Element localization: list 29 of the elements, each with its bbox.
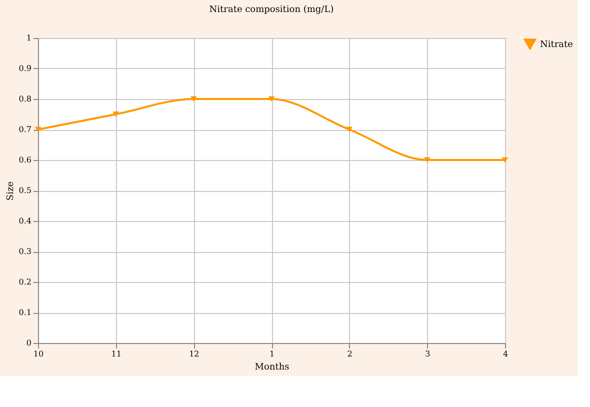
point (112, 112, 119, 117)
y-tick-label: 0.9 (18, 64, 32, 73)
x-tick-label: 2 (347, 350, 352, 358)
y-tick-label: 0.3 (18, 247, 32, 256)
y-tick-label: 0.5 (18, 186, 32, 195)
y-tick-label: 0.2 (18, 278, 32, 286)
x-tick-label: 12 (189, 350, 200, 358)
x-tick-label: 4 (502, 350, 508, 358)
y-tick-label: 0.6 (18, 156, 32, 164)
point (424, 157, 430, 163)
x-axis-title: Months (254, 362, 290, 372)
point (502, 157, 508, 163)
x-tick-label: 11 (111, 350, 122, 358)
legend-label: Nitrate (540, 40, 573, 50)
point (34, 126, 42, 132)
point (268, 96, 275, 102)
point (190, 96, 197, 102)
y-tick-label: 1 (26, 34, 32, 42)
y-tick-label: 0 (26, 338, 32, 348)
chart-title: Nitrate composition (mg/L) (209, 5, 334, 15)
y-tick-label: 0.8 (18, 94, 32, 104)
point (346, 126, 352, 132)
x-tick-label: 3 (425, 350, 430, 358)
x-tick-label: 10 (33, 350, 44, 358)
y-tick-label: 0.4 (18, 216, 32, 226)
y-tick-label: 0.1 (18, 308, 32, 317)
y-tick-label: 0.7 (18, 125, 32, 134)
y-axis-title: Size (6, 181, 16, 201)
x-tick-label: 1 (269, 350, 275, 358)
